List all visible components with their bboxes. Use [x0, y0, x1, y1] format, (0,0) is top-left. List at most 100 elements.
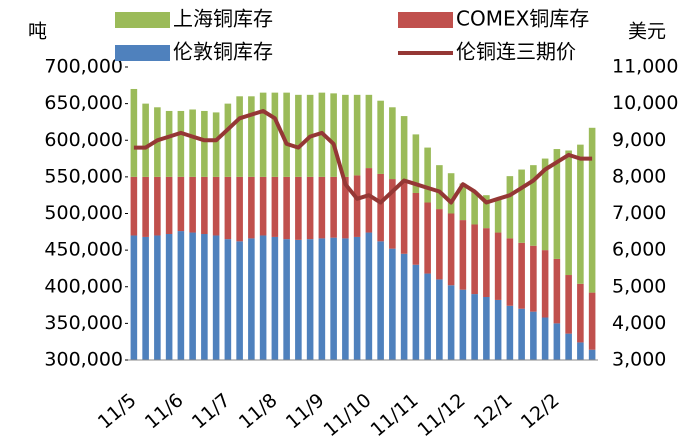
bar: [377, 241, 384, 360]
bar: [259, 235, 267, 360]
bar: [330, 93, 337, 177]
bar: [412, 134, 420, 193]
x-tick-label: 11/10: [320, 389, 376, 437]
y2-tick-label: 5,000: [612, 275, 666, 297]
bar: [506, 176, 514, 239]
bar: [177, 231, 185, 360]
bar: [389, 107, 396, 180]
bar: [565, 150, 572, 276]
legend-label: 伦敦铜库存: [173, 40, 273, 64]
bar: [165, 110, 173, 177]
y2-axis-label: 美元: [628, 21, 666, 43]
bar: [365, 168, 373, 233]
bar: [365, 232, 373, 360]
bar: [306, 239, 314, 360]
bar: [506, 305, 514, 360]
bar: [494, 199, 502, 233]
bar: [377, 100, 384, 174]
bar: [342, 94, 349, 177]
bar: [165, 234, 173, 360]
bar: [224, 176, 232, 240]
bar: [400, 253, 408, 360]
bar: [142, 236, 149, 360]
x-tick-label: 11/7: [188, 389, 235, 433]
bar: [295, 94, 302, 177]
bar: [259, 176, 267, 236]
bar: [400, 182, 408, 254]
bar: [424, 147, 431, 203]
y2-tick-label: 10,000: [612, 92, 678, 114]
bar: [565, 275, 572, 334]
bar: [400, 116, 408, 183]
bar: [248, 96, 255, 177]
y2-tick-label: 3,000: [612, 349, 666, 371]
bar: [553, 323, 561, 360]
bar: [424, 202, 431, 274]
y-tick-label: 400,000: [44, 275, 123, 297]
bar: [201, 234, 208, 360]
bar: [142, 176, 149, 237]
bar: [283, 176, 290, 240]
bar: [342, 238, 349, 360]
bar: [447, 285, 455, 360]
bar: [283, 239, 290, 360]
bar: [201, 176, 208, 235]
bar: [353, 175, 361, 237]
bar: [201, 110, 208, 177]
y2-tick-label: 6,000: [612, 239, 666, 261]
bar: [236, 241, 243, 360]
bar: [483, 228, 490, 298]
bar: [248, 238, 255, 360]
bar: [306, 176, 314, 240]
bar: [212, 112, 220, 177]
bar: [342, 176, 349, 239]
bar: [189, 232, 196, 360]
bar: [483, 195, 490, 229]
bar: [154, 176, 161, 236]
bar: [447, 173, 455, 214]
y-tick-label: 650,000: [44, 92, 123, 114]
bar: [295, 176, 302, 240]
bar: [436, 165, 443, 210]
y2-tick-label: 4,000: [612, 312, 666, 334]
legend-swatch: [398, 12, 453, 28]
legend-swatch: [115, 12, 170, 28]
bar: [318, 176, 326, 239]
legend-label: COMEX铜库存: [456, 7, 589, 31]
bar: [271, 176, 279, 237]
bar: [353, 94, 361, 176]
bar: [530, 245, 537, 312]
price-line: [133, 109, 593, 205]
bar: [389, 248, 396, 360]
bar: [365, 94, 373, 169]
bar: [541, 317, 549, 360]
bar: [212, 235, 220, 360]
bar: [353, 236, 361, 360]
y2-tick-label: 8,000: [612, 165, 666, 187]
bar: [577, 342, 584, 360]
bar: [177, 176, 185, 232]
bar: [447, 213, 455, 286]
bar: [377, 173, 384, 242]
bar: [412, 264, 420, 360]
bar: [412, 192, 420, 265]
bar: [212, 176, 220, 236]
bar: [236, 176, 243, 242]
bar: [283, 92, 290, 177]
bar: [436, 209, 443, 280]
bar: [224, 103, 232, 177]
bar: [506, 238, 514, 306]
bar: [530, 311, 537, 360]
legend-swatch: [115, 45, 170, 61]
bar: [577, 283, 584, 343]
y-tick-label: 350,000: [44, 312, 123, 334]
bar: [295, 239, 302, 360]
bar: [389, 179, 396, 249]
bar: [459, 183, 467, 221]
x-tick-label: 12/2: [517, 389, 564, 433]
bar: [518, 308, 525, 360]
bar: [471, 191, 478, 225]
x-tick-label: 11/5: [94, 389, 141, 433]
y-tick-label: 500,000: [44, 202, 123, 224]
